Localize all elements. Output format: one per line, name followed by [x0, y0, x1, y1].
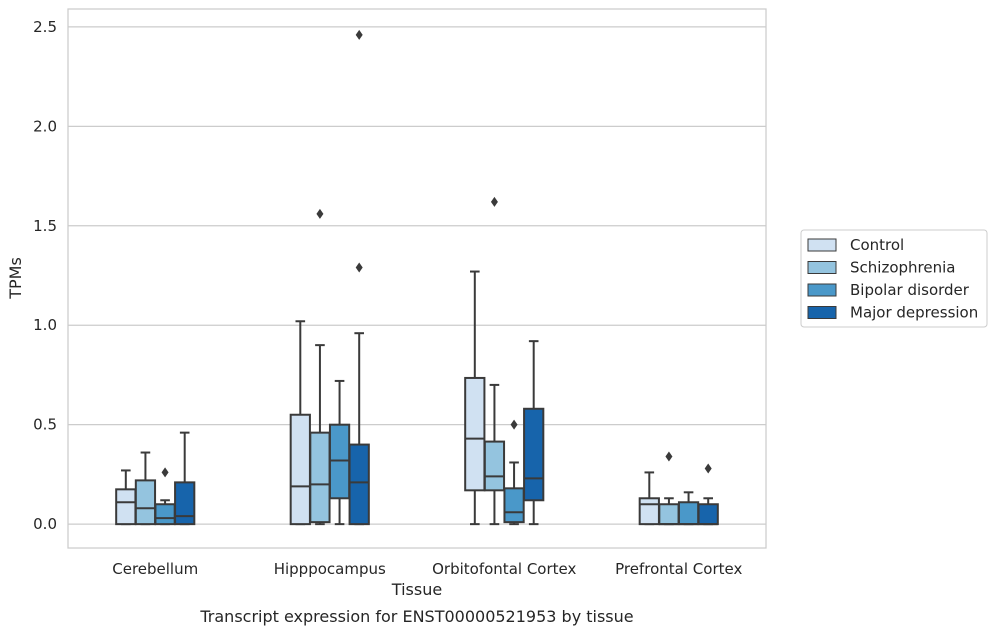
box-control	[464, 270, 486, 526]
plot-frame	[67, 8, 767, 549]
y-tick-label: 0.0	[33, 515, 57, 533]
outlier-point	[665, 451, 673, 462]
outlier-point	[704, 463, 712, 474]
iqr-box	[483, 440, 506, 492]
x-axis-title: Tissue	[391, 580, 442, 599]
y-tick-label: 2.0	[33, 117, 57, 135]
legend-swatch	[807, 238, 837, 252]
box-series-layer	[115, 29, 719, 526]
x-tick-label: Orbitofontal Cortex	[432, 560, 576, 578]
box-bipolar-disorder	[677, 491, 700, 526]
iqr-box	[289, 413, 311, 526]
legend-label: Schizophrenia	[850, 259, 955, 277]
x-tick-label: Prefrontal Cortex	[615, 560, 742, 578]
legend-swatch	[807, 306, 837, 319]
iqr-box	[638, 497, 660, 526]
box-bipolar-disorder	[503, 419, 525, 526]
iqr-box	[503, 487, 525, 524]
iqr-box	[134, 479, 157, 526]
iqr-box	[348, 443, 370, 526]
x-tick-labels: Cerebellum Hipppocampus Orbitofontal Corte…	[112, 560, 742, 578]
outlier-point	[490, 196, 498, 207]
box-major-depression	[348, 29, 370, 526]
outlier-point	[510, 419, 518, 430]
iqr-box	[658, 503, 680, 526]
x-tick-label: Hipppocampus	[274, 560, 386, 578]
iqr-box	[154, 503, 176, 526]
box-control	[638, 471, 660, 526]
y-tick-label: 1.5	[33, 217, 57, 235]
legend-frame	[800, 229, 988, 328]
iqr-box	[523, 407, 545, 502]
outlier-point	[316, 208, 324, 219]
legend: Control Schizophrenia Bipolar disorder Majo…	[800, 229, 988, 328]
iqr-box	[697, 503, 719, 526]
legend-label: Control	[850, 236, 904, 254]
box-schizophrenia	[309, 208, 331, 526]
y-tick-label: 0.5	[33, 416, 57, 434]
box-major-depression	[174, 431, 196, 526]
y-tick-labels: 0.0 0.5 1.0 1.5 2.0 2.5	[33, 18, 57, 533]
outlier-point	[161, 467, 169, 478]
box-control	[289, 320, 311, 526]
box-schizophrenia	[483, 196, 506, 526]
grid-lines	[68, 26, 766, 525]
iqr-box	[309, 431, 331, 524]
box-major-depression	[697, 463, 719, 526]
iqr-box	[174, 481, 196, 526]
x-tick-label: Cerebellum	[112, 560, 198, 578]
box-schizophrenia	[658, 451, 680, 526]
box-bipolar-disorder	[328, 379, 351, 526]
chart-caption: Transcript expression for ENST0000052195…	[199, 607, 633, 626]
legend-swatch	[807, 261, 837, 274]
iqr-box	[464, 376, 486, 492]
box-control	[115, 469, 137, 526]
legend-label: Major depression	[850, 304, 978, 322]
iqr-box	[677, 501, 700, 526]
box-schizophrenia	[134, 451, 157, 526]
outlier-point	[355, 262, 363, 273]
outlier-point	[355, 29, 363, 40]
box-bipolar-disorder	[154, 467, 176, 526]
y-axis-title: TPMs	[6, 257, 25, 300]
legend-swatch	[807, 283, 837, 297]
iqr-box	[115, 488, 137, 526]
box-major-depression	[523, 340, 545, 526]
legend-label: Bipolar disorder	[850, 281, 970, 299]
y-tick-label: 2.5	[33, 18, 57, 36]
y-tick-label: 1.0	[33, 316, 57, 334]
